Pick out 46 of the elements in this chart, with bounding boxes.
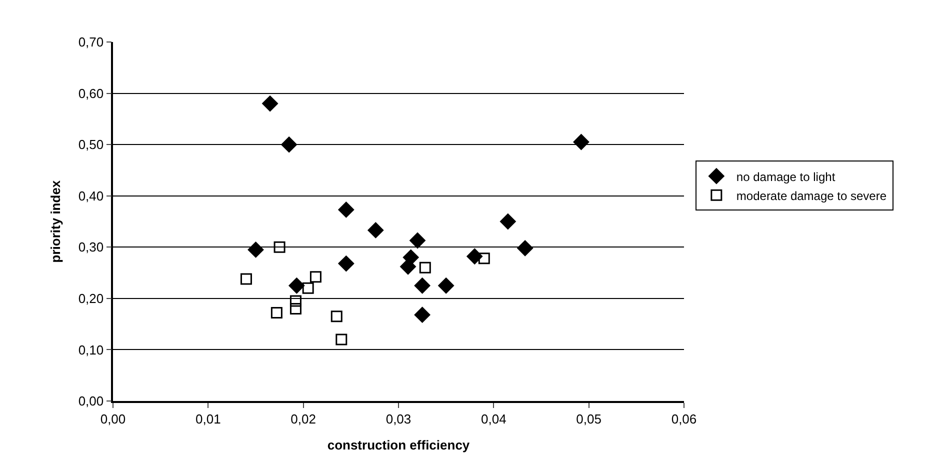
point bbox=[274, 241, 286, 253]
point bbox=[270, 307, 282, 319]
y-tick-label: 0,60 bbox=[78, 86, 104, 101]
point bbox=[290, 302, 302, 314]
point bbox=[262, 96, 278, 112]
point bbox=[288, 278, 305, 294]
point bbox=[414, 278, 430, 294]
x-tick-label: 0,06 bbox=[671, 411, 697, 426]
x-tick-label: 0,04 bbox=[481, 411, 506, 426]
x-tick-label: 0,02 bbox=[290, 411, 316, 426]
point bbox=[338, 202, 354, 218]
y-tick-label: 0,20 bbox=[78, 290, 104, 306]
point bbox=[478, 252, 490, 264]
x-axis-title: construction efficiency bbox=[327, 437, 470, 452]
point bbox=[338, 256, 354, 272]
point bbox=[330, 310, 342, 322]
y-tick-label: 0,00 bbox=[78, 394, 104, 409]
x-tick-label: 0,03 bbox=[386, 411, 412, 426]
point bbox=[248, 242, 264, 258]
point bbox=[402, 250, 419, 266]
y-tick-label: 0,70 bbox=[78, 34, 104, 50]
x-tick-label: 0,05 bbox=[576, 411, 602, 426]
point bbox=[517, 240, 533, 256]
x-tick-label: 0,00 bbox=[100, 411, 126, 426]
point bbox=[240, 273, 252, 285]
point bbox=[336, 334, 348, 346]
y-axis-title: priority index bbox=[48, 180, 63, 263]
legend-label: no damage to light bbox=[736, 170, 836, 184]
point bbox=[500, 214, 516, 230]
legend-label: moderate damage to severe bbox=[736, 188, 887, 203]
x-tick-label: 0,01 bbox=[196, 411, 221, 426]
point bbox=[290, 295, 302, 307]
point bbox=[419, 262, 431, 274]
point bbox=[281, 136, 297, 152]
point bbox=[438, 278, 454, 294]
y-tick-label: 0,40 bbox=[78, 188, 104, 204]
y-tick-label: 0,50 bbox=[78, 137, 104, 152]
point bbox=[410, 232, 426, 248]
point bbox=[414, 306, 430, 323]
point bbox=[302, 282, 314, 294]
point bbox=[466, 248, 483, 264]
y-tick-label: 0,10 bbox=[78, 342, 104, 358]
point bbox=[310, 271, 322, 283]
point bbox=[573, 134, 590, 150]
point bbox=[368, 222, 384, 238]
y-tick-label: 0,30 bbox=[78, 240, 104, 255]
